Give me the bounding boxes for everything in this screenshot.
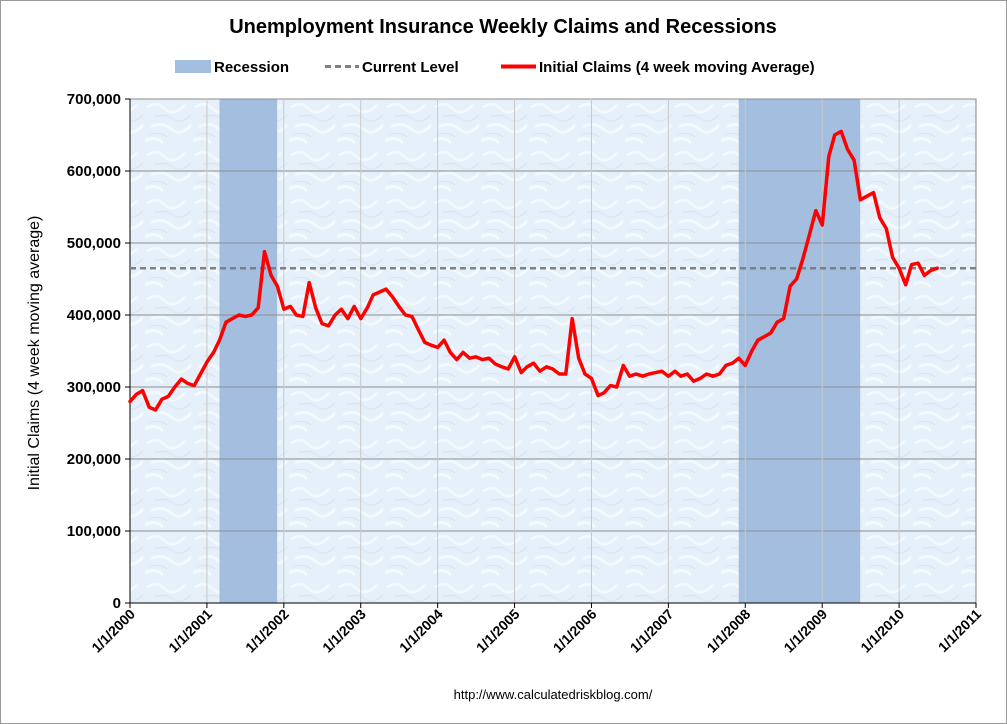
legend-label-initial-claims: Initial Claims (4 week moving Average) <box>539 59 815 76</box>
y-tick-label: 100,000 <box>67 523 121 540</box>
x-tick-label: 1/1/2004 <box>396 606 446 656</box>
x-tick-label: 1/1/2009 <box>780 606 830 656</box>
recession-band-1 <box>219 99 278 603</box>
chart-title: Unemployment Insurance Weekly Claims and… <box>229 16 777 38</box>
series-layer <box>128 129 940 412</box>
y-tick-label: 200,000 <box>67 451 121 468</box>
x-tick-label: 1/1/2006 <box>550 606 600 656</box>
y-axis-label: Initial Claims (4 week moving average) <box>26 216 43 491</box>
y-tick-label: 500,000 <box>67 235 121 252</box>
y-tick-label: 0 <box>113 595 121 612</box>
y-tick-label: 600,000 <box>67 163 121 180</box>
legend-label-recession: Recession <box>214 59 289 76</box>
axes <box>125 98 977 608</box>
gridlines <box>130 98 976 603</box>
x-tick-label: 1/1/2003 <box>319 606 369 656</box>
x-tick-labels: 1/1/2000 1/1/2001 1/1/2002 1/1/2003 1/1/2004… <box>88 606 984 656</box>
y-tick-label: 300,000 <box>67 379 121 396</box>
legend: Recession Current Level Initial Claims (… <box>175 59 815 76</box>
x-tick-label: 1/1/2000 <box>88 606 138 656</box>
series-line-initial-claims <box>128 129 940 412</box>
x-tick-label: 1/1/2007 <box>627 606 677 656</box>
recession-band-2 <box>738 99 861 603</box>
x-tick-label: 1/1/2010 <box>857 606 907 656</box>
legend-label-current-level: Current Level <box>362 59 459 76</box>
recession-bands <box>219 99 861 603</box>
y-tick-labels: 0 100,000 200,000 300,000 400,000 500,000 600,… <box>67 91 121 612</box>
y-tick-label: 400,000 <box>67 307 121 324</box>
x-tick-label: 1/1/2011 <box>935 606 984 655</box>
legend-swatch-recession <box>175 60 211 73</box>
x-tick-label: 1/1/2002 <box>242 606 292 656</box>
y-tick-label: 700,000 <box>67 91 121 108</box>
source-note: http://www.calculatedriskblog.com/ <box>454 687 653 702</box>
x-tick-label: 1/1/2008 <box>704 606 754 656</box>
x-tick-label: 1/1/2001 <box>165 606 215 656</box>
x-tick-label: 1/1/2005 <box>473 606 523 656</box>
